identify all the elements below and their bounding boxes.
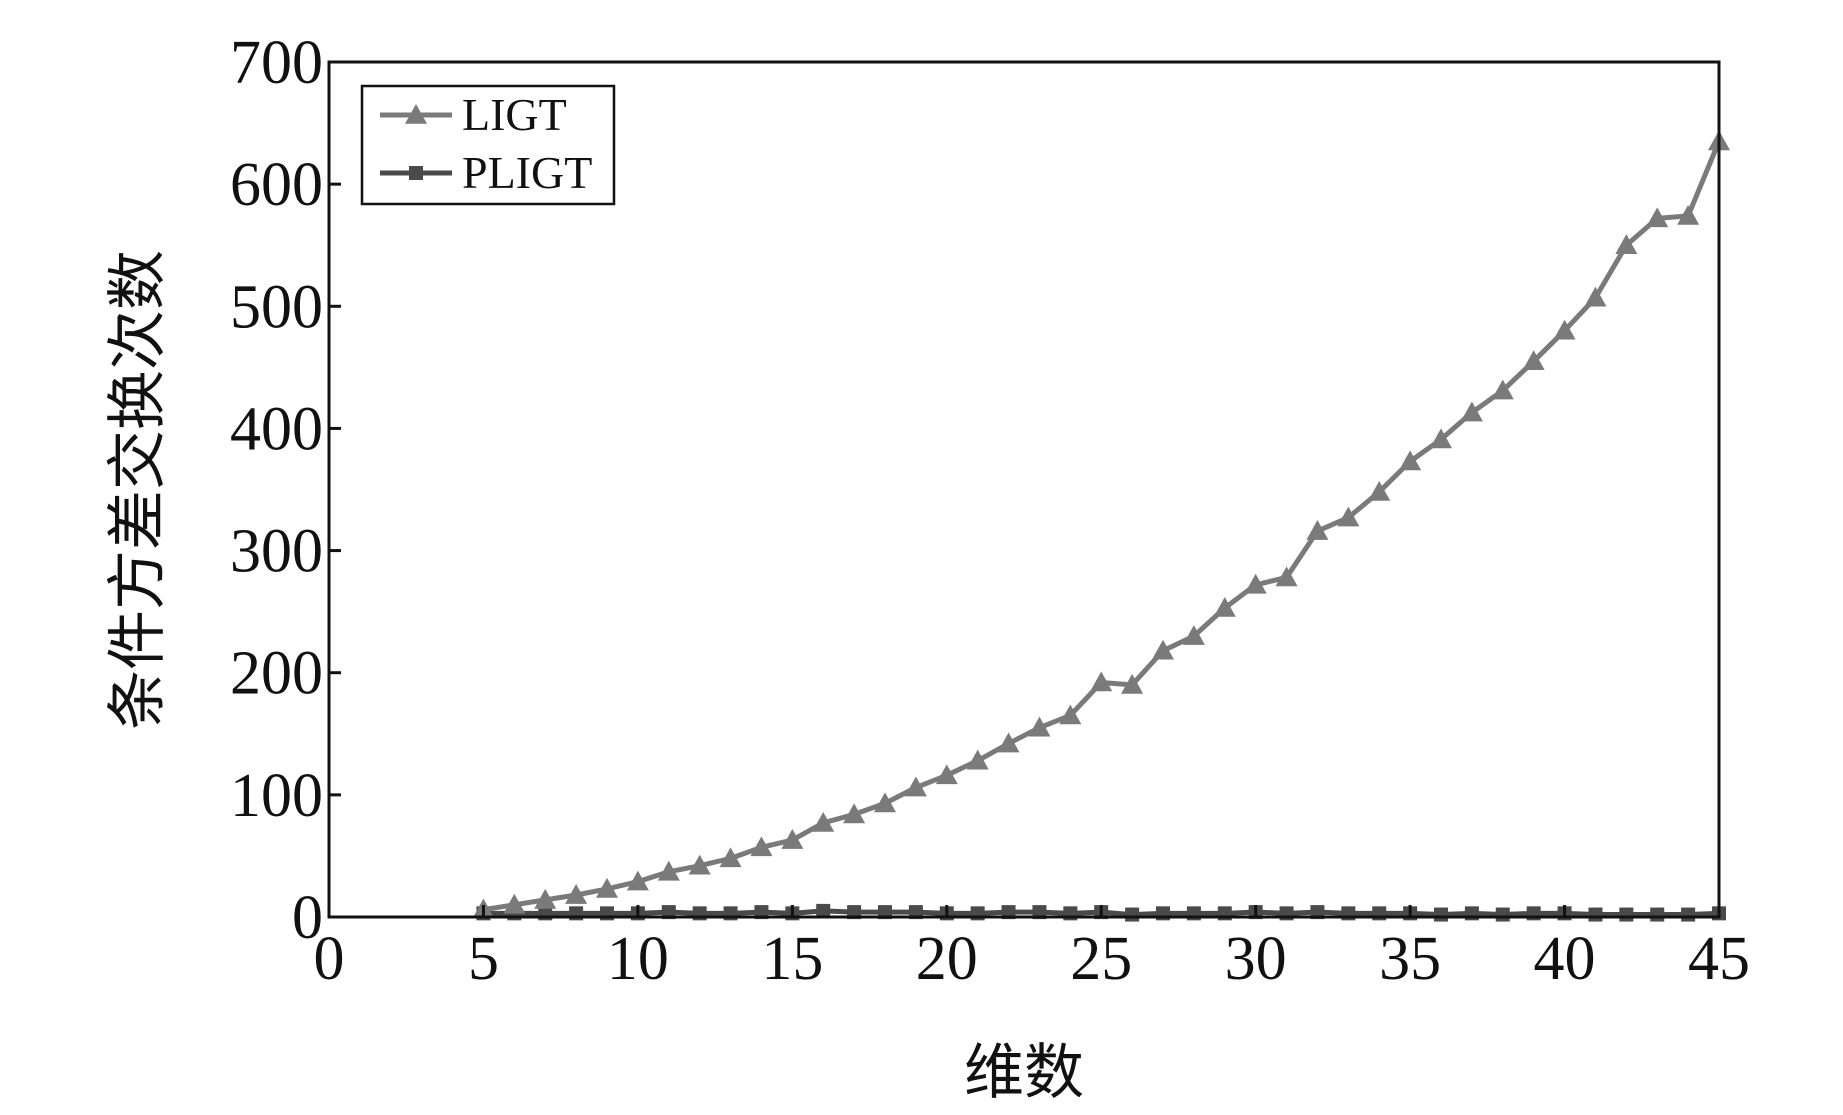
- data-point: [1306, 520, 1329, 540]
- series-layer: [472, 130, 1730, 922]
- data-point: [750, 836, 773, 857]
- data-point: [1650, 907, 1665, 922]
- data-point: [1275, 566, 1298, 587]
- x-tick-label: 40: [1534, 925, 1596, 993]
- data-point: [1460, 401, 1483, 422]
- series-ligt: [472, 130, 1730, 919]
- series-line-ligt: [483, 140, 1722, 913]
- data-point: [1619, 907, 1634, 922]
- data-point: [1152, 639, 1174, 660]
- x-tick-label: 0: [314, 925, 345, 993]
- y-tick-label: 100: [230, 762, 323, 830]
- y-tick-label: 700: [230, 29, 323, 97]
- data-point: [1434, 907, 1448, 922]
- data-point: [657, 860, 680, 881]
- x-axis-title: 维数: [964, 1040, 1084, 1106]
- data-point: [719, 847, 742, 868]
- legend-box: [360, 84, 616, 206]
- x-tick-label: 15: [761, 925, 823, 993]
- data-point: [843, 803, 866, 824]
- data-point: [781, 829, 804, 849]
- x-tick-label: 35: [1379, 925, 1441, 993]
- data-point: [1430, 428, 1452, 449]
- data-point: [534, 888, 557, 909]
- legend-entries: LIGT PLIGT: [380, 89, 592, 198]
- data-point: [1681, 907, 1696, 922]
- data-point: [1615, 234, 1638, 255]
- data-point: [688, 854, 711, 875]
- data-point: [904, 776, 927, 797]
- y-tick-label: 300: [230, 518, 323, 586]
- legend: LIGT PLIGT: [360, 84, 616, 206]
- x-tick-label: 30: [1225, 925, 1287, 993]
- data-point: [1491, 379, 1514, 400]
- x-tick-label: 10: [607, 925, 669, 993]
- data-point: [1182, 625, 1205, 645]
- data-point: [966, 749, 989, 770]
- y-tick-label: 600: [230, 151, 323, 219]
- x-tick-label: 25: [1070, 925, 1132, 993]
- x-axis: 0 5 10 15 20 25 30 35 40 45: [314, 905, 1750, 993]
- y-tick-label: 400: [230, 395, 323, 463]
- legend-marker: [409, 166, 423, 180]
- data-point: [1368, 480, 1391, 501]
- x-tick-label: 45: [1688, 925, 1750, 993]
- data-point: [1646, 207, 1669, 228]
- data-point: [1522, 350, 1545, 371]
- data-point: [1244, 573, 1267, 594]
- data-point: [1121, 673, 1144, 694]
- data-point: [874, 792, 896, 813]
- data-point: [1588, 907, 1603, 922]
- y-axis: 0 100 200 300 400 500 600 700: [230, 29, 341, 952]
- data-point: [1028, 716, 1051, 737]
- data-point: [565, 884, 588, 904]
- y-axis-title: 条件方差交换次数: [105, 250, 171, 730]
- data-point: [935, 764, 958, 785]
- data-point: [1125, 907, 1140, 922]
- data-point: [1553, 319, 1576, 340]
- x-tick-label: 20: [916, 925, 978, 993]
- y-tick-label: 0: [292, 884, 323, 952]
- plot-frame: [327, 60, 1721, 919]
- legend-label: LIGT: [462, 89, 567, 140]
- data-point: [1584, 286, 1607, 307]
- data-point: [816, 903, 831, 918]
- legend-label: PLIGT: [462, 147, 592, 198]
- y-tick-label: 500: [230, 273, 323, 341]
- data-point: [1677, 204, 1700, 225]
- data-point: [1495, 907, 1510, 922]
- data-point: [812, 811, 835, 832]
- data-point: [1059, 704, 1082, 725]
- data-point: [1213, 596, 1236, 617]
- data-point: [1090, 671, 1113, 692]
- data-point: [596, 877, 618, 898]
- data-point: [503, 893, 526, 914]
- data-point: [997, 732, 1020, 753]
- data-point: [626, 870, 649, 891]
- data-point: [1399, 450, 1422, 471]
- x-tick-label: 5: [468, 925, 499, 993]
- data-point: [1337, 506, 1360, 527]
- legend-marker: [405, 104, 427, 124]
- y-tick-label: 200: [230, 640, 323, 708]
